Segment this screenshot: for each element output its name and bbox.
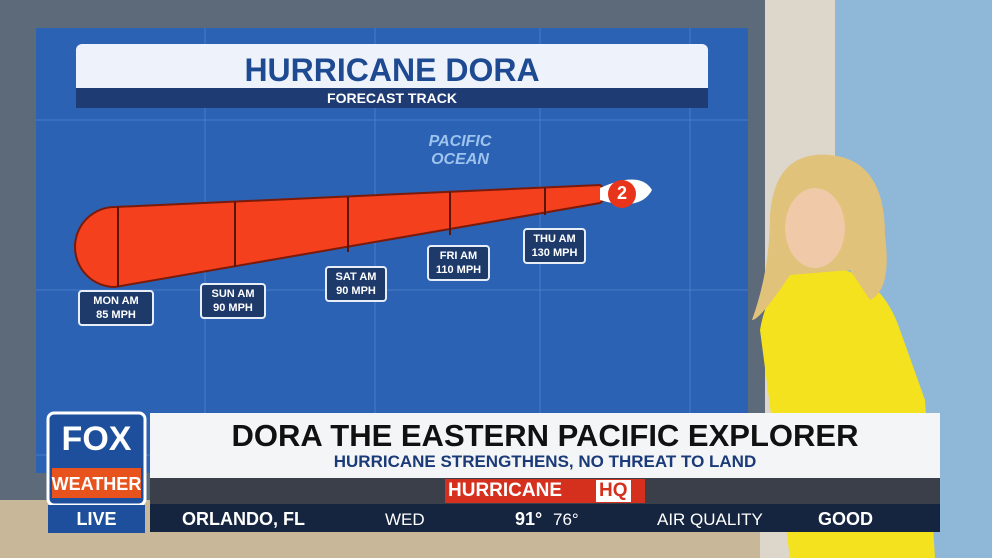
- map-subtitle: FORECAST TRACK: [327, 90, 457, 106]
- ticker-low: 76°: [553, 510, 579, 529]
- ticker-location: ORLANDO, FL: [182, 509, 305, 529]
- point-day: MON AM: [93, 295, 139, 307]
- lower-third-band: [150, 413, 940, 479]
- point-day: FRI AM: [439, 250, 478, 262]
- point-wind: 110 MPH: [435, 264, 482, 276]
- point-wind: 130 MPH: [531, 247, 578, 259]
- storm-category: 2: [616, 183, 627, 203]
- point-day: SUN AM: [211, 288, 255, 300]
- point-day: SAT AM: [335, 271, 377, 283]
- cone-dividers: [117, 188, 546, 287]
- ticker-day: WED: [385, 510, 425, 529]
- presenter-face: [785, 188, 845, 268]
- point-day: THU AM: [533, 233, 576, 245]
- ticker-high: 91°: [515, 509, 543, 529]
- subtitle-banner: [76, 88, 708, 108]
- live-box: [48, 505, 145, 533]
- track-point: FRI AM 110 MPH: [427, 245, 490, 281]
- segment-name: HURRICANE: [448, 480, 562, 501]
- segment-name-hq: HQ: [596, 480, 631, 502]
- ticker-aq-label: AIR QUALITY: [657, 510, 763, 529]
- ticker-bar: [150, 504, 940, 532]
- map-title: HURRICANE DORA: [244, 52, 540, 88]
- headline: DORA THE EASTERN PACIFIC EXPLORER: [231, 418, 859, 453]
- point-wind: 90 MPH: [336, 285, 376, 297]
- point-wind: 90 MPH: [213, 302, 253, 314]
- track-point: SUN AM 90 MPH: [200, 283, 266, 319]
- track-point: MON AM 85 MPH: [78, 290, 154, 326]
- storm-icon: [608, 180, 636, 208]
- live-status: LIVE: [76, 509, 117, 529]
- ocean-label: OCEAN: [431, 151, 489, 168]
- ticker-aq-value: GOOD: [818, 509, 874, 529]
- point-wind: 85 MPH: [96, 309, 136, 321]
- track-point: SAT AM 90 MPH: [325, 266, 387, 302]
- logo-weather-band: [52, 468, 141, 498]
- logo-brand: FOX: [61, 420, 132, 458]
- ocean-label: PACIFIC: [428, 133, 492, 150]
- track-point: THU AM 130 MPH: [523, 228, 586, 264]
- subhead: HURRICANE STRENGTHENS, NO THREAT TO LAND: [333, 452, 757, 471]
- logo-sub: WEATHER: [51, 474, 142, 494]
